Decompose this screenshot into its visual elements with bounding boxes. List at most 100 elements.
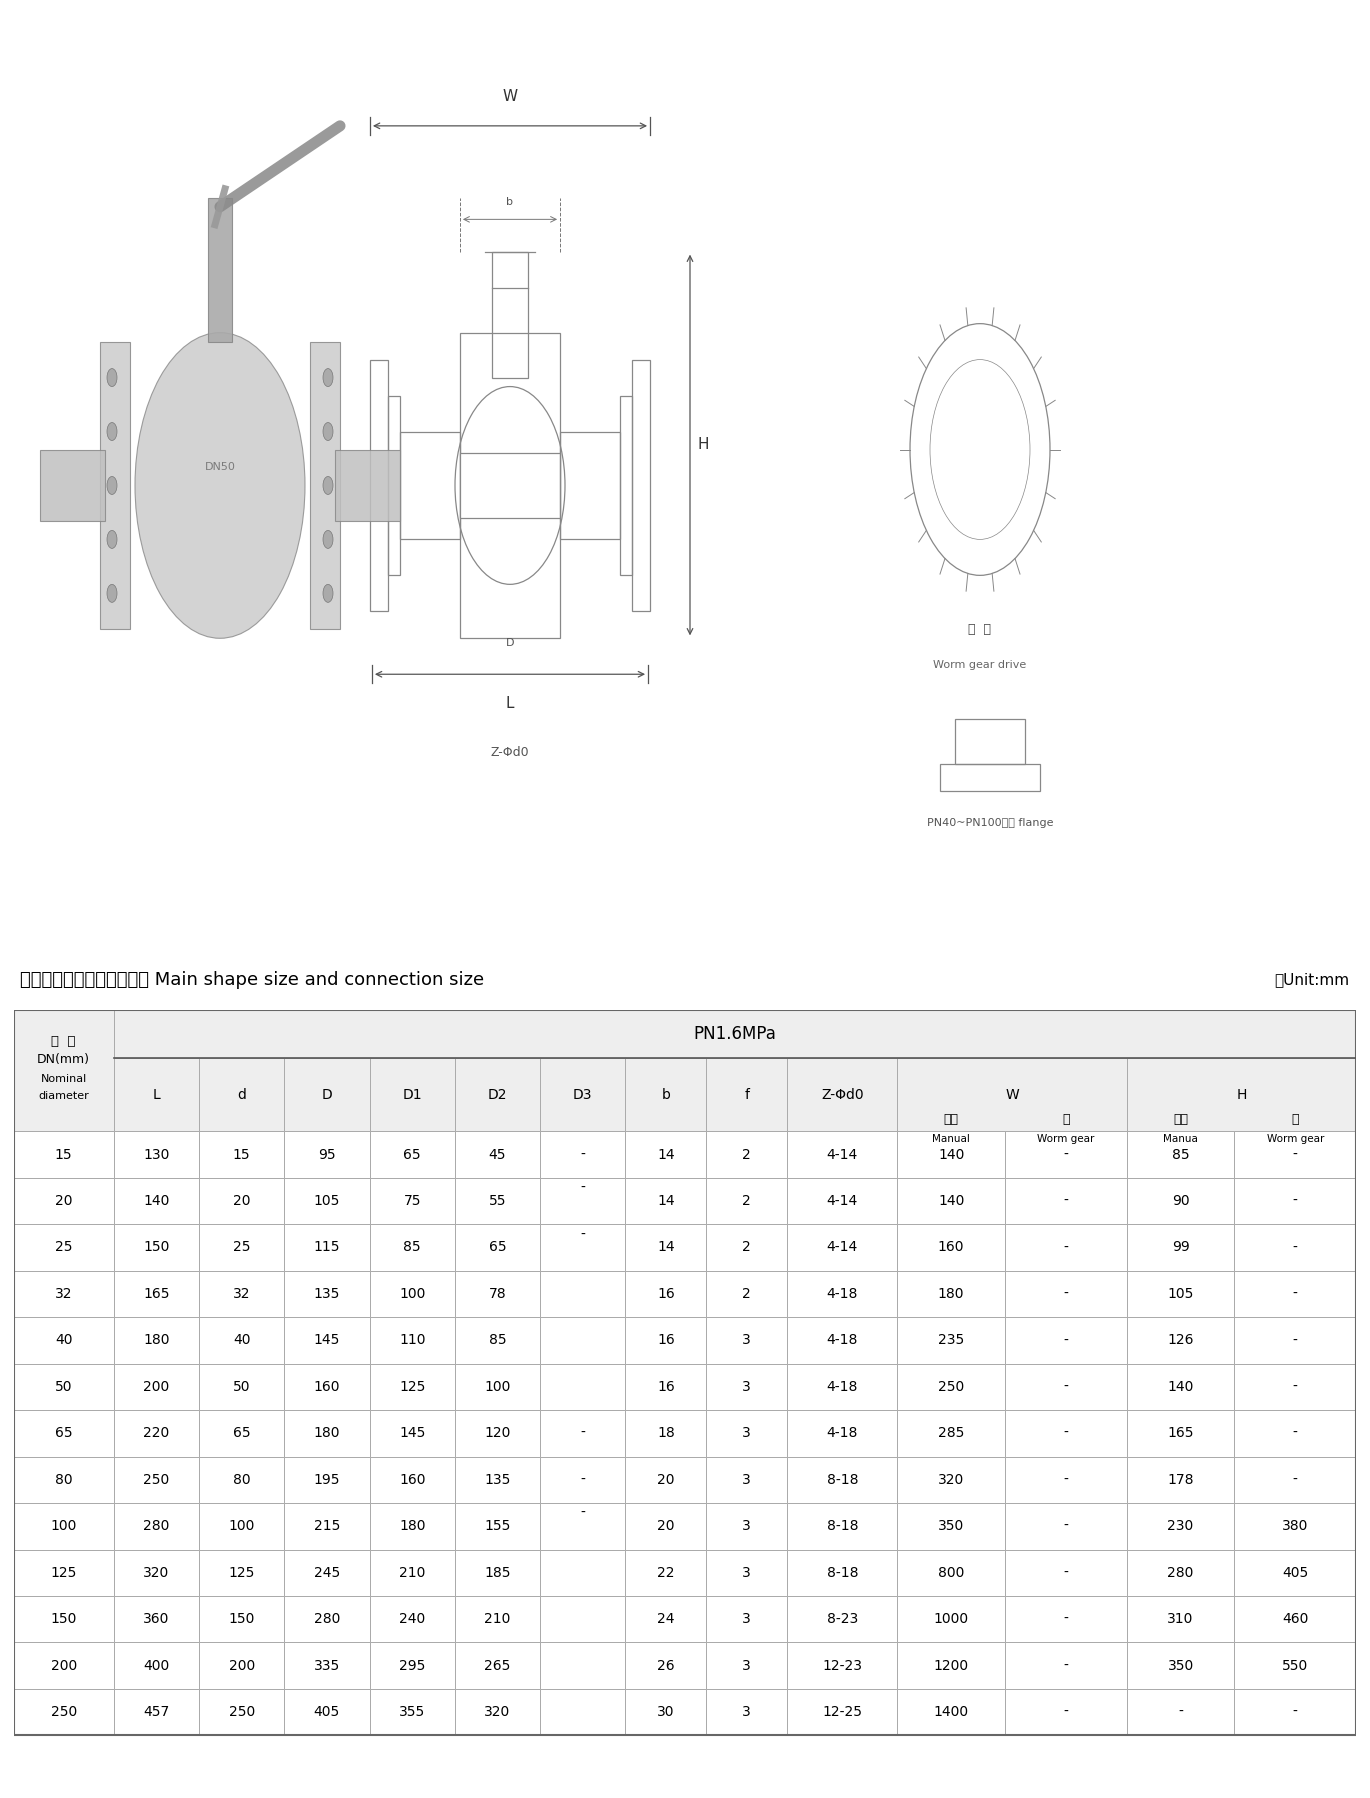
Text: -: -: [1063, 1194, 1069, 1208]
Circle shape: [107, 369, 116, 387]
Bar: [14, 1131, 114, 1178]
Text: 280: 280: [142, 1519, 170, 1534]
Text: 32: 32: [55, 1287, 73, 1302]
Bar: [788, 1410, 897, 1456]
Text: Worm gear: Worm gear: [1037, 1135, 1095, 1144]
Text: 22: 22: [658, 1566, 674, 1580]
Bar: [707, 1178, 788, 1224]
Bar: [1128, 1224, 1234, 1271]
Text: 800: 800: [938, 1566, 964, 1580]
Text: 24: 24: [658, 1613, 674, 1625]
Text: 350: 350: [938, 1519, 964, 1534]
Text: 20: 20: [55, 1194, 73, 1208]
Bar: [788, 1131, 897, 1178]
Text: 位Unit:mm: 位Unit:mm: [1274, 973, 1349, 987]
Bar: [14, 1410, 114, 1456]
Bar: [370, 1597, 455, 1642]
Text: 2: 2: [743, 1147, 751, 1162]
Bar: [626, 1318, 707, 1363]
Text: -: -: [1063, 1241, 1069, 1255]
Text: 360: 360: [142, 1613, 170, 1625]
Text: 3: 3: [743, 1426, 751, 1440]
Text: 55: 55: [489, 1194, 507, 1208]
Bar: [1004, 1318, 1128, 1363]
Bar: [707, 1550, 788, 1597]
Bar: [199, 1178, 285, 1224]
Text: 20: 20: [658, 1519, 674, 1534]
Text: 80: 80: [55, 1473, 73, 1487]
Bar: [455, 1131, 540, 1178]
Text: Nominal: Nominal: [41, 1073, 86, 1084]
Text: 4-14: 4-14: [826, 1241, 858, 1255]
Text: 350: 350: [1167, 1660, 1193, 1672]
Bar: [1128, 1550, 1234, 1597]
Bar: [540, 1597, 626, 1642]
Text: -: -: [1063, 1379, 1069, 1393]
Text: -: -: [1293, 1241, 1297, 1255]
Text: -: -: [1063, 1519, 1069, 1534]
Bar: [14, 1271, 114, 1318]
Text: H: H: [1236, 1088, 1247, 1102]
Bar: [897, 1456, 1004, 1503]
Bar: [1128, 1642, 1234, 1688]
Text: d: d: [237, 1088, 247, 1102]
Bar: [14, 1688, 114, 1735]
Text: -: -: [1293, 1426, 1297, 1440]
Circle shape: [323, 476, 333, 494]
Bar: [370, 360, 388, 611]
Text: -: -: [1293, 1705, 1297, 1719]
Text: 轮: 轮: [1062, 1113, 1070, 1126]
Bar: [897, 1597, 1004, 1642]
Bar: [1004, 1410, 1128, 1456]
Text: 50: 50: [55, 1379, 73, 1393]
Bar: [1234, 1597, 1356, 1642]
Bar: [370, 1688, 455, 1735]
Bar: [788, 1318, 897, 1363]
Text: 40: 40: [55, 1334, 73, 1347]
Bar: [114, 1642, 199, 1688]
Bar: [540, 1363, 626, 1410]
Bar: [199, 1456, 285, 1503]
Bar: [114, 1456, 199, 1503]
Text: DN(mm): DN(mm): [37, 1054, 90, 1066]
Text: 公  通: 公 通: [52, 1036, 75, 1048]
Text: -: -: [1063, 1426, 1069, 1440]
Bar: [455, 1597, 540, 1642]
Text: 250: 250: [938, 1379, 964, 1393]
Bar: [285, 1503, 370, 1550]
Bar: [14, 1318, 114, 1363]
Text: L: L: [152, 1088, 160, 1102]
Text: 99: 99: [1171, 1241, 1189, 1255]
Circle shape: [136, 333, 306, 638]
Bar: [455, 1271, 540, 1318]
Bar: [370, 1224, 455, 1271]
Text: D3: D3: [573, 1088, 593, 1102]
Bar: [455, 1224, 540, 1271]
Bar: [632, 360, 649, 611]
Bar: [1234, 1642, 1356, 1688]
Bar: [897, 1363, 1004, 1410]
Text: 145: 145: [314, 1334, 340, 1347]
Bar: [455, 1410, 540, 1456]
Bar: [955, 719, 1025, 764]
Bar: [370, 1178, 455, 1224]
Bar: [1234, 1503, 1356, 1550]
Text: 18: 18: [658, 1426, 675, 1440]
Text: 195: 195: [314, 1473, 340, 1487]
Bar: [1234, 1131, 1356, 1178]
Bar: [199, 1410, 285, 1456]
Text: -: -: [1293, 1473, 1297, 1487]
Text: 100: 100: [229, 1519, 255, 1534]
Text: 85: 85: [1171, 1147, 1189, 1162]
Bar: [897, 1642, 1004, 1688]
Text: W: W: [1006, 1088, 1019, 1102]
Bar: [370, 1642, 455, 1688]
Bar: [285, 1059, 370, 1131]
Text: 25: 25: [55, 1241, 73, 1255]
Bar: [199, 1642, 285, 1688]
Text: 210: 210: [485, 1613, 511, 1625]
Bar: [40, 450, 105, 521]
Text: 200: 200: [51, 1660, 77, 1672]
Bar: [208, 198, 232, 342]
Text: 135: 135: [485, 1473, 511, 1487]
